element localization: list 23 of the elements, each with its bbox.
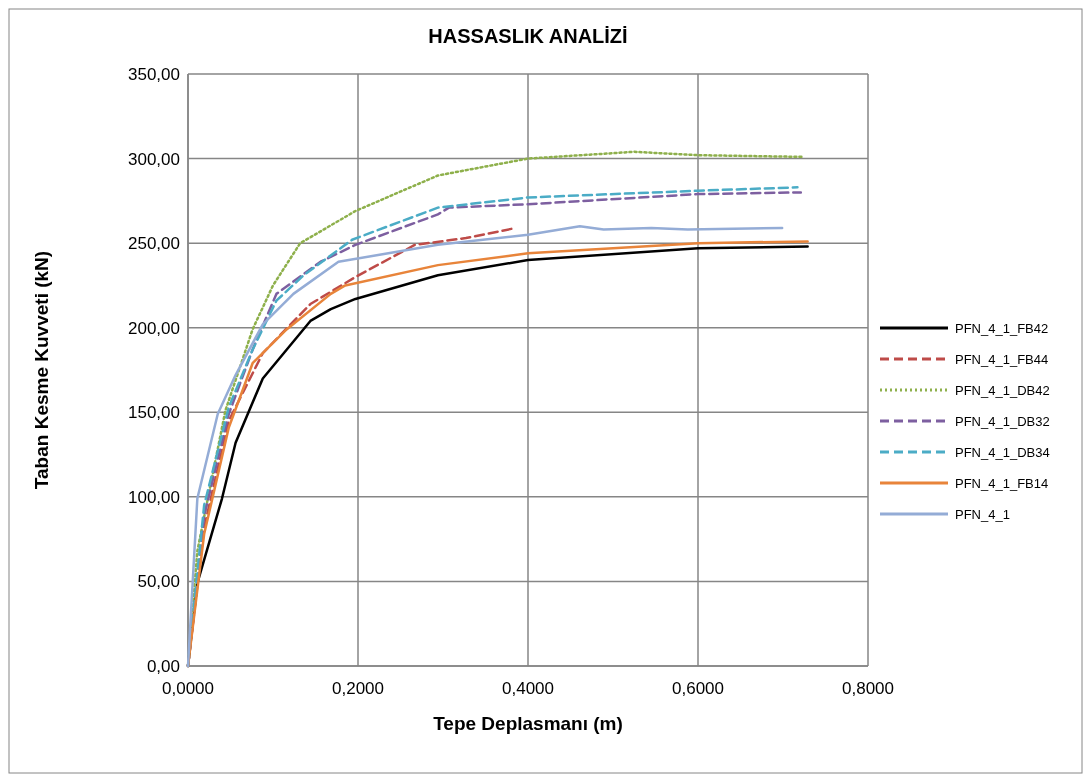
chart-title: HASSASLIK ANALİZİ <box>428 25 628 47</box>
legend-label: PFN_4_1_FB14 <box>955 475 1049 491</box>
x-tick-label: 0,0000 <box>162 679 214 698</box>
x-tick-label: 0,4000 <box>502 679 554 698</box>
legend-label: PFN_4_1 <box>955 506 1010 522</box>
y-tick-label: 150,00 <box>128 403 180 423</box>
y-tick-label: 300,00 <box>128 149 180 169</box>
x-axis-title: Tepe Deplasmanı (m) <box>433 713 623 734</box>
legend-label: PFN_4_1_DB32 <box>955 413 1050 429</box>
legend-label: PFN_4_1_DB42 <box>955 382 1050 398</box>
x-tick-label: 0,6000 <box>672 679 724 698</box>
y-tick-label: 250,00 <box>128 234 180 254</box>
x-tick-label: 0,2000 <box>332 679 384 698</box>
legend-label: PFN_4_1_FB42 <box>955 320 1049 336</box>
legend-label: PFN_4_1_FB44 <box>955 351 1049 367</box>
y-tick-label: 200,00 <box>128 318 180 338</box>
y-tick-label: 100,00 <box>128 487 180 507</box>
legend-label: PFN_4_1_DB34 <box>955 444 1050 460</box>
x-tick-label: 0,8000 <box>842 679 894 698</box>
y-tick-label: 350,00 <box>128 64 180 84</box>
y-tick-label: 0,00 <box>146 656 180 676</box>
y-tick-label: 50,00 <box>137 572 180 592</box>
y-axis-title: Taban Kesme Kuvveti (kN) <box>31 250 52 490</box>
